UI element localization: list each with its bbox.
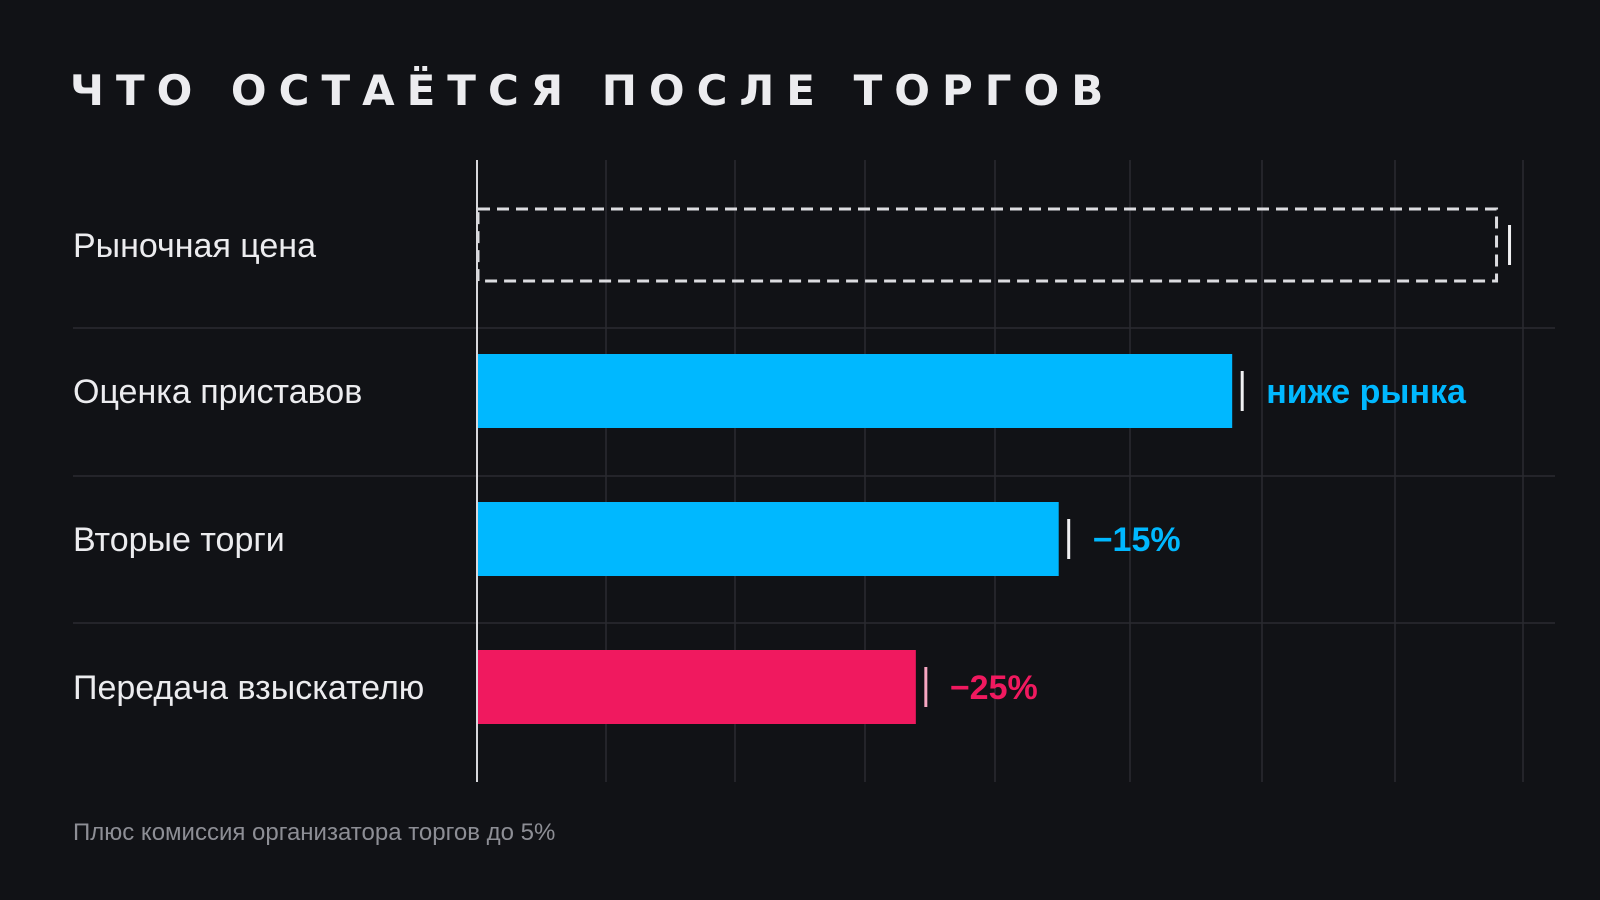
data-label: ниже рынка bbox=[1266, 373, 1467, 411]
category-label: Оценка приставов bbox=[73, 373, 362, 411]
chart-title: ЧТО ОСТАЁТСЯ ПОСЛЕ ТОРГОВ bbox=[70, 66, 1116, 115]
category-label: Вторые торги bbox=[73, 521, 285, 559]
bar-market-price-outline bbox=[476, 207, 1499, 283]
footnote: Плюс комиссия организатора торгов до 5% bbox=[73, 819, 556, 846]
data-label: −15% bbox=[1093, 521, 1181, 559]
bar bbox=[477, 502, 1059, 576]
data-label: −25% bbox=[950, 669, 1038, 707]
category-label: Рыночная цена bbox=[73, 227, 316, 265]
bar bbox=[477, 354, 1233, 428]
bar bbox=[477, 650, 916, 724]
category-label: Передача взыскателю bbox=[73, 669, 424, 707]
